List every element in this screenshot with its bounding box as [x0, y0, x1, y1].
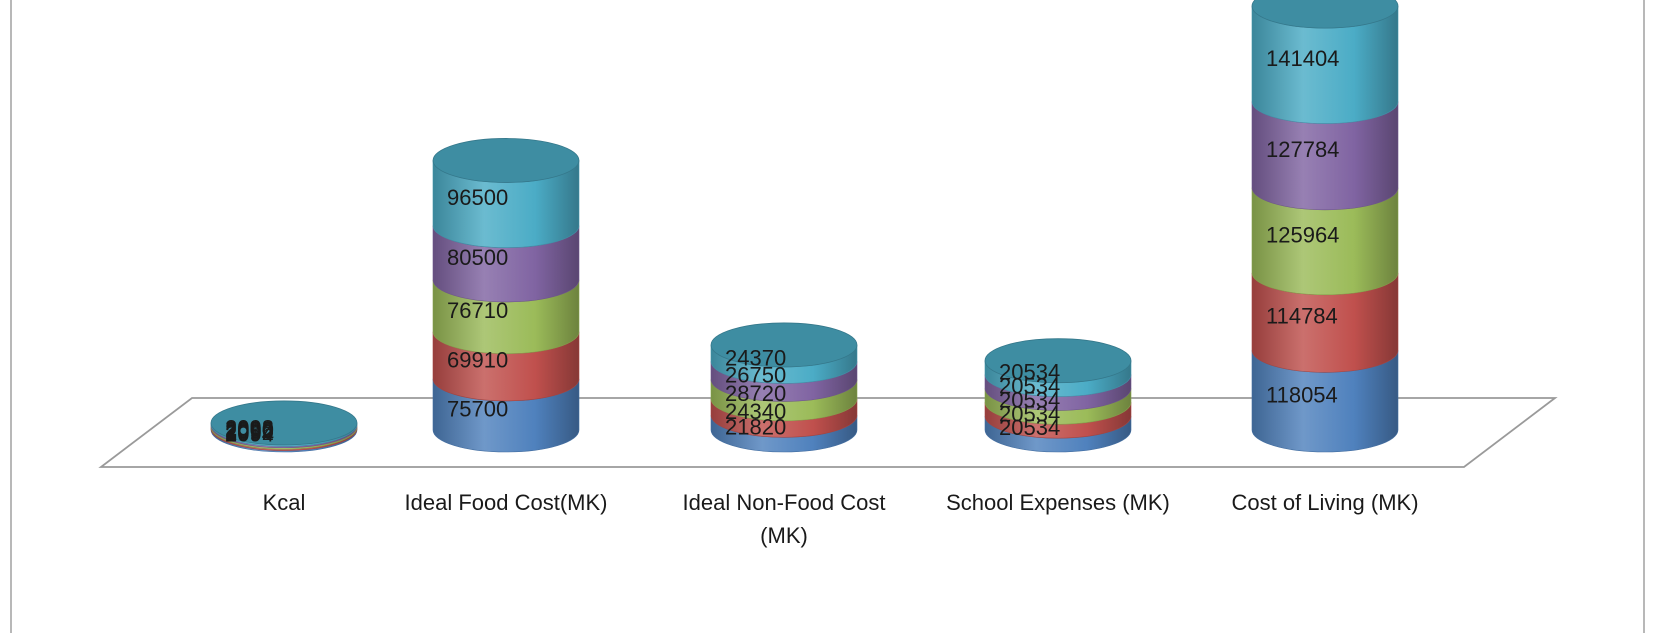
data-label: 75700	[447, 397, 508, 422]
data-label: 20534	[999, 374, 1060, 399]
category-label: Cost of Living (MK)	[1231, 490, 1418, 515]
data-label: 2090	[225, 417, 274, 442]
bar-top-cap	[1251, 0, 1399, 29]
bar-stack: 118054 114784 125964 127784 141404	[1251, 0, 1399, 453]
bar-top-cap	[710, 322, 858, 368]
category-label: Kcal	[263, 490, 306, 515]
data-label: 20534	[999, 415, 1060, 440]
data-label: 24340	[725, 399, 786, 424]
bar-top-cap	[984, 338, 1132, 384]
data-label: 20534	[999, 387, 1060, 412]
category-label: School Expenses (MK)	[946, 490, 1170, 515]
bar-top-cap	[210, 400, 358, 446]
data-label: 20534	[999, 360, 1060, 385]
bar-top-cap	[432, 138, 580, 183]
floor-plane	[98, 397, 1558, 468]
data-label: 2096	[225, 419, 274, 444]
data-label: 118054	[1266, 382, 1338, 407]
data-label: 96500	[447, 185, 508, 210]
bar-stack: 75700 69910 76710 80500 96500	[432, 138, 580, 453]
category-labels: Kcal Ideal Food Cost(MK) Ideal Non-Food Co…	[263, 490, 1419, 548]
data-label: 69910	[447, 347, 508, 372]
category-label: Ideal Food Cost(MK)	[405, 490, 608, 515]
data-label: 76710	[447, 298, 508, 323]
data-label: 2094	[225, 421, 274, 446]
data-label: 80500	[447, 245, 508, 270]
data-label: 21820	[725, 415, 786, 440]
data-label: 2098	[225, 416, 274, 441]
data-label: 28720	[725, 381, 786, 406]
category-label: Ideal Non-Food Cost	[683, 490, 886, 515]
category-label: (MK)	[760, 523, 808, 548]
data-label: 26750	[725, 363, 786, 388]
data-label: 2092	[225, 420, 274, 445]
data-label: 127784	[1266, 137, 1339, 162]
data-label: 20534	[999, 401, 1060, 426]
data-label: 24370	[725, 345, 786, 370]
data-label: 125964	[1266, 222, 1339, 247]
data-label: 114784	[1266, 304, 1338, 329]
data-label: 141404	[1266, 46, 1339, 71]
